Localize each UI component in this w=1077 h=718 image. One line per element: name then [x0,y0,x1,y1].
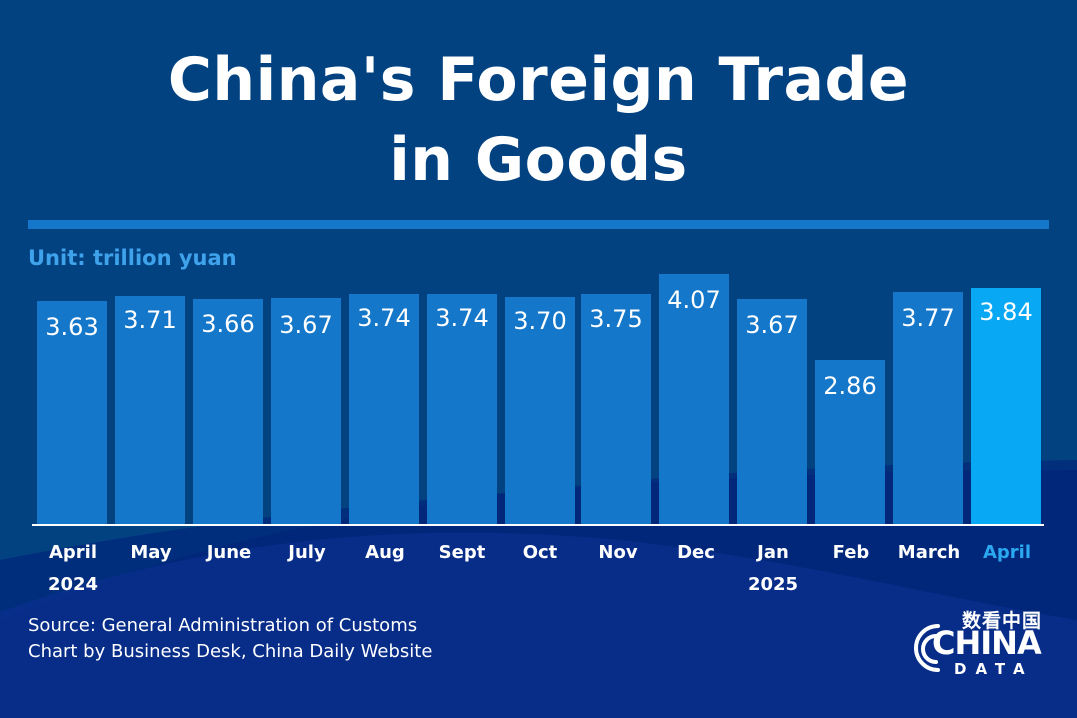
bar-feb: 2.86 [815,360,885,524]
x-label-year: 2024 [47,574,99,595]
bar-may: 3.71 [115,296,185,524]
source-note: Source: General Administration of Custom… [28,613,432,665]
bar-july: 3.67 [271,298,341,524]
logo-chinese-text: 数看中国 [962,610,1043,632]
x-label-sept: Sept [438,542,486,563]
china-data-logo: 数看中国 CHINA DATA [912,604,1052,684]
source-text: Source: General Administration of Custom… [28,615,418,636]
bar-sept: 3.74 [427,294,497,524]
x-label-year: 2025 [747,574,799,595]
bar-nov: 3.75 [581,294,651,524]
bar-april-2024: 3.63 [37,301,107,524]
bar-value: 3.67 [279,311,333,339]
bar-dec: 4.07 [659,274,729,524]
bar-value: 3.71 [123,306,177,334]
x-label-jan-2025: Jan 2025 [728,537,818,601]
x-label-month: April [48,542,98,563]
bar-aug: 3.74 [349,294,419,524]
unit-label: Unit: trillion yuan [28,246,237,270]
title-line-1: China's Foreign Trade [167,45,910,115]
bar-june: 3.66 [193,299,263,524]
x-label-march: March [897,542,961,563]
x-label-month: Jan [757,542,789,563]
bar-value: 3.70 [513,307,567,335]
bar-value: 3.74 [435,304,489,332]
bar-value: 2.86 [823,372,877,400]
bar-march: 3.77 [893,292,963,524]
title-divider [28,220,1049,229]
x-label-aug: Aug [365,542,405,563]
credit-text: Chart by Business Desk, China Daily Webs… [28,641,433,662]
bar-value: 3.75 [589,305,643,333]
bar-value: 3.77 [901,304,955,332]
signal-arcs-icon [914,624,940,672]
x-label-may: May [130,542,172,563]
bar-value: 4.07 [667,286,721,314]
logo-china-text: CHINA [932,624,1042,662]
bar-oct: 3.70 [505,297,575,524]
x-label-april-2024: April 2024 [28,537,118,601]
bar-value: 3.84 [979,298,1033,326]
x-label-june: June [206,542,252,563]
bar-value: 3.67 [745,311,799,339]
bar-april-2025: 3.84 [971,288,1041,524]
logo-data-text: DATA [954,660,1034,678]
title-line-2: in Goods [389,125,688,195]
x-axis-baseline [32,524,1044,526]
x-label-july: July [288,542,326,563]
x-label-oct: Oct [522,542,558,563]
bar-value: 3.63 [45,313,99,341]
x-label-dec: Dec [677,542,715,563]
x-label-april-2025: April [982,542,1032,563]
bar-value: 3.74 [357,304,411,332]
x-label-feb: Feb [832,542,870,563]
bar-jan-2025: 3.67 [737,299,807,524]
chart-title: China's Foreign Trade in Goods [0,40,1077,200]
bar-value: 3.66 [201,310,255,338]
x-label-nov: Nov [598,542,638,563]
